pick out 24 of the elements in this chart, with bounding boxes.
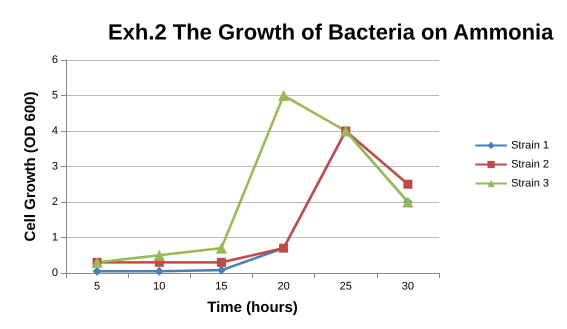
y-tick-label: 5 — [52, 90, 58, 102]
x-axis-title: Time (hours) — [207, 299, 298, 316]
y-tick-label: 3 — [52, 160, 58, 172]
legend-label: Strain 1 — [511, 140, 550, 152]
x-tick-label: 25 — [340, 280, 352, 292]
x-tick-label: 30 — [402, 280, 414, 292]
x-tick-label: 5 — [94, 280, 100, 292]
y-tick-label: 0 — [52, 267, 58, 279]
x-tick-label: 10 — [153, 280, 166, 292]
legend-label: Strain 3 — [511, 178, 550, 190]
y-axis-title: Cell Growth (OD 600) — [22, 91, 39, 242]
y-tick-label: 4 — [52, 125, 58, 137]
y-tick-label: 1 — [52, 232, 58, 244]
y-tick-label: 2 — [52, 196, 58, 208]
chart-title: Exh.2 The Growth of Bacteria on Ammonia — [108, 20, 554, 44]
point — [278, 90, 290, 101]
point — [216, 258, 226, 267]
x-tick-label: 20 — [277, 280, 290, 292]
x-tick-label: 15 — [215, 280, 228, 292]
point — [154, 250, 165, 261]
legend-label: Strain 2 — [511, 158, 550, 170]
point — [216, 242, 227, 254]
y-tick-label: 6 — [52, 54, 58, 66]
point — [403, 180, 412, 189]
